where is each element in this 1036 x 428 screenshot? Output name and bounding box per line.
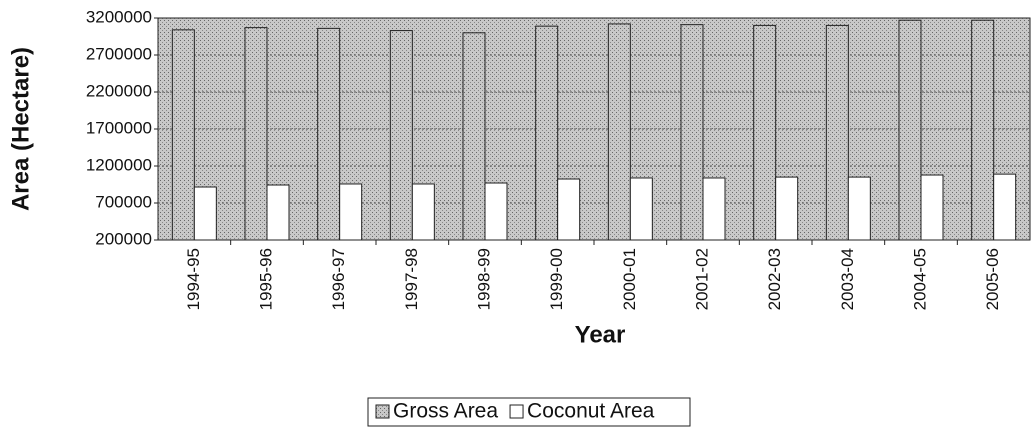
bar: [971, 19, 995, 241]
bar: [193, 186, 217, 241]
legend-label: Coconut Area: [527, 400, 655, 423]
x-tick-label: 2003-04: [838, 248, 857, 310]
legend-swatch: [375, 404, 390, 419]
y-tick-label: 2700000: [86, 44, 152, 63]
x-tick-label: 2001-02: [692, 248, 711, 310]
bar: [607, 23, 631, 241]
bar: [753, 24, 777, 241]
bar: [702, 177, 726, 241]
x-tick-label: 2004-05: [910, 248, 929, 310]
y-axis-title: Area (Hectare): [7, 47, 34, 211]
y-tick-label: 3200000: [86, 7, 152, 26]
y-tick-label: 2200000: [86, 81, 152, 100]
bar: [847, 176, 871, 241]
bar: [557, 178, 581, 241]
bar: [411, 183, 435, 241]
y-tick-label: 1200000: [86, 155, 152, 174]
bar: [920, 174, 944, 241]
bar: [339, 183, 363, 241]
bar: [389, 30, 413, 241]
x-tick-label: 1998-99: [474, 248, 493, 310]
x-tick-label: 2002-03: [765, 248, 784, 310]
bar: [171, 29, 195, 241]
legend-swatch: [509, 404, 524, 419]
bar: [484, 182, 508, 241]
bar: [317, 27, 341, 241]
y-tick-label: 200000: [95, 229, 152, 248]
y-tick-label: 700000: [95, 192, 152, 211]
bar: [993, 173, 1017, 241]
bar: [462, 32, 486, 241]
x-tick-label: 1999-00: [547, 248, 566, 310]
x-tick-label: 1995-96: [256, 248, 275, 310]
legend: [367, 397, 691, 427]
bar: [266, 184, 290, 241]
x-tick-label: 1997-98: [402, 248, 421, 310]
x-axis-title: Year: [575, 321, 626, 348]
x-tick-label: 2005-06: [983, 248, 1002, 310]
bar: [680, 24, 704, 241]
x-tick-label: 1996-97: [329, 248, 348, 310]
x-tick-label: 1994-95: [184, 248, 203, 310]
bar: [535, 25, 559, 241]
bar: [825, 24, 849, 241]
x-tick-label: 2000-01: [620, 248, 639, 310]
bar: [898, 19, 922, 241]
bar: [629, 177, 653, 241]
legend-label: Gross Area: [393, 400, 498, 423]
y-tick-label: 1700000: [86, 118, 152, 137]
bar: [775, 176, 799, 241]
bar: [244, 27, 268, 241]
